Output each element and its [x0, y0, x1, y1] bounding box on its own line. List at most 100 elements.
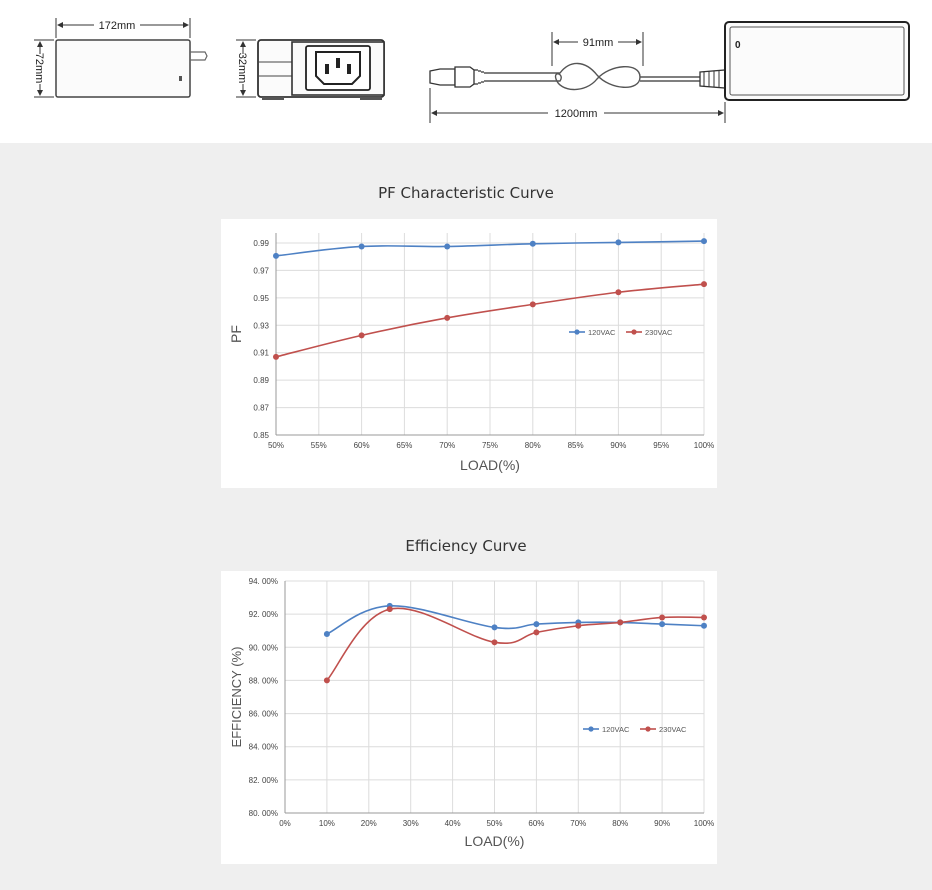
strain-relief-ribs — [703, 70, 720, 88]
x-tick-label: 60% — [528, 819, 544, 828]
x-tick-label: 10% — [319, 819, 335, 828]
y-tick-label: 0.99 — [253, 239, 269, 248]
x-tick-label: 95% — [653, 441, 669, 450]
y-tick-label: 90. 00% — [249, 643, 278, 652]
data-point — [659, 621, 666, 628]
series-line — [326, 605, 705, 635]
legend-marker — [631, 329, 637, 335]
x-tick-label: 80% — [612, 819, 628, 828]
data-point — [491, 639, 498, 646]
y-tick-label: 82. 00% — [249, 776, 278, 785]
front-view-led-icon — [179, 76, 182, 81]
strain-relief-icon — [474, 69, 500, 85]
pf-chart-title: PF Characteristic Curve — [378, 184, 554, 202]
front-view-body — [55, 39, 191, 98]
y-tick-label: 86. 00% — [249, 710, 278, 719]
arrow-down-icon — [240, 90, 246, 96]
cable-loop-icon — [500, 62, 641, 91]
x-tick-label: 85% — [568, 441, 584, 450]
data-point — [386, 606, 393, 613]
x-axis-title: LOAD(%) — [460, 457, 520, 473]
x-tick-label: 100% — [694, 441, 714, 450]
data-point — [701, 622, 707, 629]
side-label-bg — [236, 54, 250, 84]
x-tick-label: 55% — [311, 441, 327, 450]
x-tick-label: 90% — [610, 441, 626, 450]
cable-length-label: 1200mm — [555, 108, 598, 120]
adapter-inner-outline — [729, 26, 905, 96]
x-tick-label: 60% — [354, 441, 370, 450]
legend-label: 120VAC — [602, 725, 630, 734]
x-axis-title: LOAD(%) — [465, 833, 525, 849]
data-point — [701, 614, 707, 621]
x-tick-label: 100% — [694, 819, 714, 828]
series-line — [275, 283, 705, 358]
arrow-left-icon — [553, 39, 559, 45]
arrow-right-icon — [718, 110, 724, 116]
front-width-label: 172mm — [99, 20, 136, 32]
data-point — [358, 332, 365, 339]
x-tick-label: 50% — [268, 441, 284, 450]
side-view-foot — [360, 97, 382, 100]
efficiency-chart-svg: 0% 10% 20% 30% 40% 50% 60% 70% 80% 90% 100% 80. 00%… — [229, 577, 714, 849]
arrow-right-icon — [183, 22, 189, 28]
legend-marker — [574, 329, 580, 335]
legend-label: 120VAC — [588, 328, 616, 337]
cable-view: 0 91mm 1200mm — [429, 21, 910, 123]
data-point — [533, 629, 540, 636]
x-tick-label: 70% — [439, 441, 455, 450]
series-line — [326, 607, 705, 681]
dimension-drawing-svg: 172mm 72mm — [33, 18, 910, 123]
series-line — [275, 240, 705, 257]
cable-line — [640, 76, 700, 82]
dimension-drawings: 172mm 72mm — [0, 0, 932, 143]
legend-marker — [645, 726, 651, 732]
height-label-bg — [33, 54, 47, 84]
x-tick-label: 75% — [482, 441, 498, 450]
y-tick-label: 0.85 — [253, 431, 269, 440]
efficiency-chart-title: Efficiency Curve — [405, 537, 527, 555]
side-height-label: 32mm — [236, 53, 248, 84]
pf-chart-svg: 50% 55% 60% 65% 70% 75% 80% 85% 90% 95% 100% 0.85 0.… — [228, 233, 714, 473]
y-tick-label: 88. 00% — [249, 676, 278, 685]
y-tick-label: 0.93 — [253, 321, 269, 330]
iec-pin-icon — [336, 58, 340, 68]
data-point — [273, 252, 279, 259]
data-point — [444, 314, 451, 321]
data-point — [701, 238, 707, 245]
side-view: 32mm — [236, 39, 385, 100]
iec-pin-icon — [325, 64, 329, 74]
x-tick-label: 40% — [445, 819, 461, 828]
data-point — [617, 619, 624, 626]
data-point — [615, 239, 622, 246]
y-axis-title: EFFICIENCY (%) — [229, 647, 244, 748]
switch-mark: 0 — [735, 40, 741, 51]
data-point — [323, 677, 330, 684]
data-point — [323, 631, 330, 638]
y-tick-label: 94. 00% — [249, 577, 278, 586]
legend-marker — [588, 726, 594, 732]
arrow-left-icon — [431, 110, 437, 116]
data-point — [659, 614, 666, 621]
y-tick-label: 0.87 — [253, 404, 269, 413]
data-point — [491, 624, 498, 631]
front-height-label: 72mm — [33, 53, 45, 84]
x-tick-label: 90% — [654, 819, 670, 828]
arrow-down-icon — [37, 90, 43, 96]
efficiency-chart: 0% 10% 20% 30% 40% 50% 60% 70% 80% 90% 100% 80. 00%… — [221, 571, 717, 864]
x-tick-label: 70% — [570, 819, 586, 828]
arrow-right-icon — [636, 39, 642, 45]
arrow-up-icon — [240, 41, 246, 47]
y-tick-label: 92. 00% — [249, 610, 278, 619]
x-tick-label: 80% — [525, 441, 541, 450]
legend-label: 230VAC — [645, 328, 673, 337]
data-point — [575, 622, 582, 629]
front-view: 172mm 72mm — [33, 18, 208, 98]
x-tick-label: 50% — [486, 819, 502, 828]
plug-housing — [454, 66, 475, 88]
arrow-up-icon — [37, 41, 43, 47]
dc-plug-icon — [429, 68, 456, 86]
y-axis-title: PF — [228, 325, 244, 343]
side-view-foot — [262, 97, 284, 100]
y-tick-label: 0.95 — [253, 294, 269, 303]
